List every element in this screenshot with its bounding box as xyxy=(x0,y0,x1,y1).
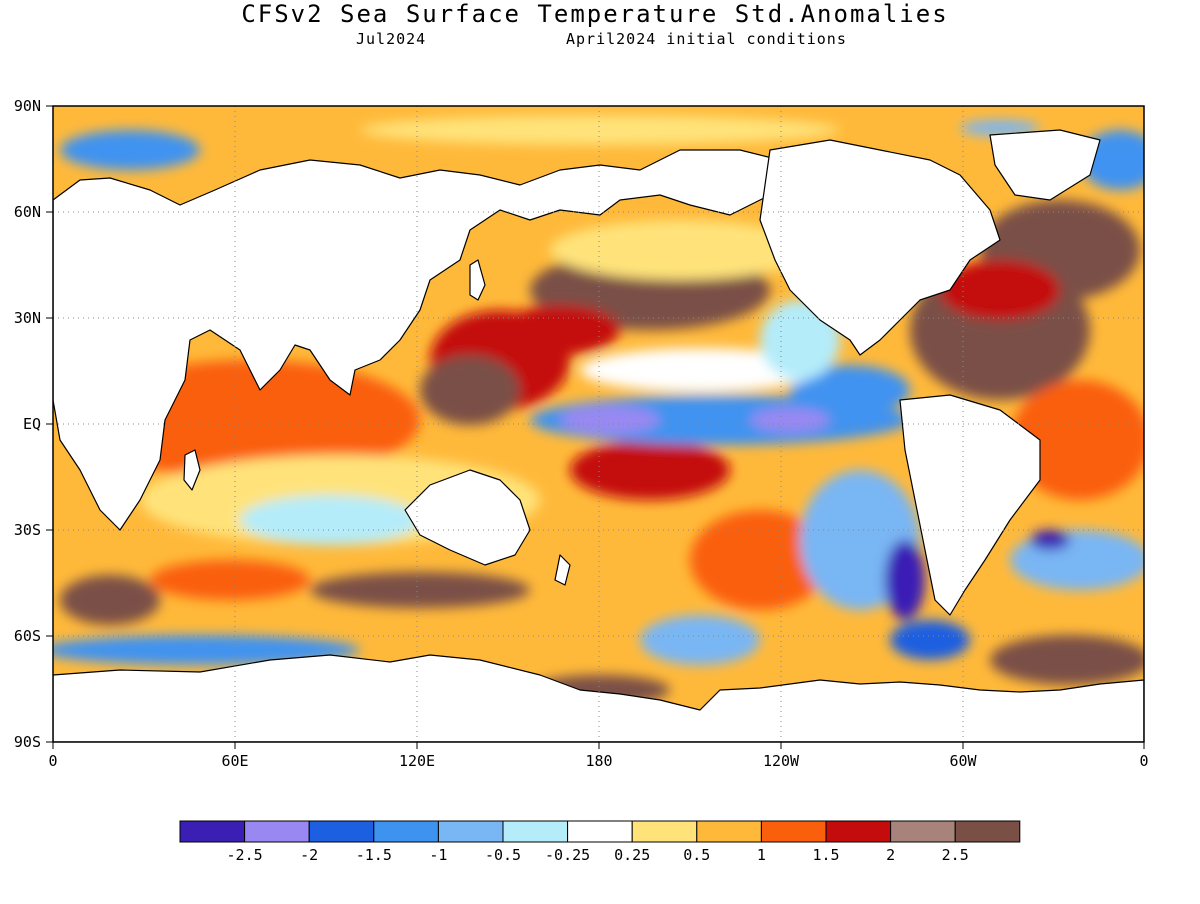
lon-label-60e: 60E xyxy=(221,752,248,770)
colorbar-swatch xyxy=(760,820,827,843)
lon-label-0-east: 0 xyxy=(1139,752,1148,770)
south-america xyxy=(899,394,1041,616)
colorbar-tick-label: -1.5 xyxy=(356,846,392,864)
lon-label-0: 0 xyxy=(48,752,57,770)
lat-label-90n: 90N xyxy=(14,97,41,115)
colorbar-swatch xyxy=(179,820,246,843)
colorbar-swatch xyxy=(373,820,439,843)
eurasia-africa xyxy=(53,149,781,531)
colorbar-tick-label: 2.5 xyxy=(942,846,969,864)
australia xyxy=(404,469,531,566)
colorbar-swatch xyxy=(567,820,633,843)
colorbar-swatch xyxy=(502,820,569,843)
colorbar-swatch xyxy=(631,820,698,843)
colorbar: -2.5 -2 -1.5 -1 -0.5 -0.25 0.25 0.5 1 1.5 2 2.5 xyxy=(179,820,1021,864)
lon-label-120w: 120W xyxy=(763,752,800,770)
antarctica xyxy=(53,654,1144,742)
colorbar-swatch xyxy=(437,820,504,843)
colorbar-swatch xyxy=(244,820,310,843)
lat-label-30s: 30S xyxy=(14,521,41,539)
colorbar-swatch xyxy=(890,820,956,843)
colorbar-tick-label: 1.5 xyxy=(812,846,839,864)
graticule xyxy=(53,106,1144,742)
colorbar-swatch xyxy=(308,820,375,843)
madagascar xyxy=(183,449,201,491)
colorbar-swatch xyxy=(825,820,892,843)
land-masses xyxy=(53,129,1144,742)
colorbar-tick-label: 0.25 xyxy=(614,846,650,864)
colorbar-tick-label: -2 xyxy=(300,846,318,864)
north-america xyxy=(759,139,1001,356)
lat-label-eq: EQ xyxy=(23,415,41,433)
longitude-labels: 0 60E 120E 180 120W 60W 0 xyxy=(48,752,1148,770)
colorbar-tick-label: 1 xyxy=(757,846,766,864)
lon-label-120e: 120E xyxy=(399,752,435,770)
colorbar-tick-label: -0.25 xyxy=(545,846,590,864)
lat-label-60s: 60S xyxy=(14,627,41,645)
lat-label-90s: 90S xyxy=(14,733,41,751)
japan xyxy=(469,259,486,301)
latitude-labels: 90N 60N 30N EQ 30S 60S 90S xyxy=(14,97,41,751)
lat-label-60n: 60N xyxy=(14,203,41,221)
colorbar-tick-label: -0.5 xyxy=(485,846,521,864)
lat-label-30n: 30N xyxy=(14,309,41,327)
colorbar-tick-label: 2 xyxy=(886,846,895,864)
map-plot-area xyxy=(53,106,1144,742)
colorbar-tick-label: -2.5 xyxy=(227,846,263,864)
colorbar-tick-label: -1 xyxy=(429,846,447,864)
map-title: CFSv2 Sea Surface Temperature Std.Anomal… xyxy=(241,0,949,28)
lon-label-60w: 60W xyxy=(949,752,977,770)
colorbar-swatch xyxy=(696,820,762,843)
axis-ticks xyxy=(46,105,1145,749)
initial-conditions-label: April2024 initial conditions xyxy=(566,30,847,48)
valid-month-label: Jul2024 xyxy=(356,30,427,48)
colorbar-tick-label: 0.5 xyxy=(683,846,710,864)
colorbar-swatch xyxy=(954,820,1021,843)
lon-label-180: 180 xyxy=(585,752,612,770)
greenland xyxy=(989,129,1101,201)
new-zealand xyxy=(554,554,571,586)
